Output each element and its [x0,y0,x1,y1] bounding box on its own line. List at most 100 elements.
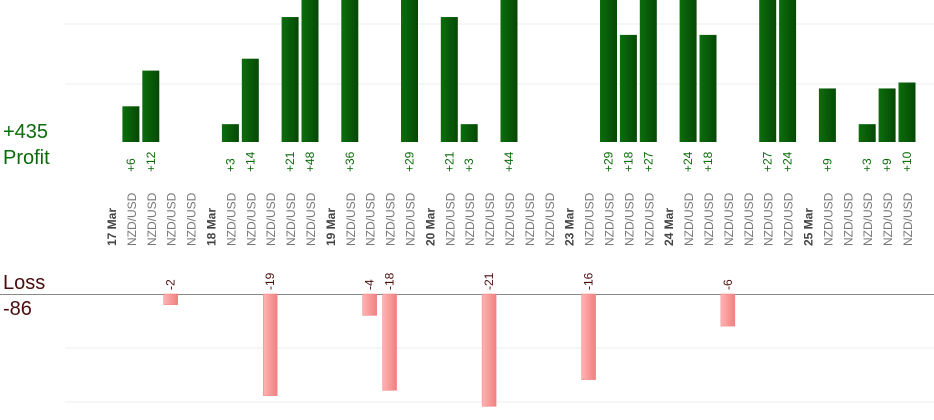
profit-total: +435 [3,121,49,143]
profit-bar [301,0,319,142]
profit-value-label: +14 [243,151,257,172]
pair-label: NZD/USD [483,192,497,246]
pair-label: NZD/USD [861,192,875,246]
date-label: 25 Mar [802,208,816,246]
pair-label: NZD/USD [244,192,258,246]
pair-label: NZD/USD [543,192,557,246]
date-label: 18 Mar [205,208,219,246]
pair-label: NZD/USD [145,192,159,246]
loss-value-label: -2 [164,279,178,290]
profit-bar [619,34,637,142]
pair-label: NZD/USD [782,192,796,246]
profit-value-label: +18 [621,151,635,172]
profit-bar [600,0,617,142]
date-label: 17 Mar [105,208,119,246]
profit-bar [679,0,697,142]
profit-bar [878,88,896,142]
pair-label: NZD/USD [264,192,278,246]
profit-bar [440,17,458,142]
profit-value-label: +6 [124,158,138,172]
profit-value-label: +21 [283,151,297,172]
profit-bar [858,124,876,142]
pair-label: NZD/USD [742,192,756,246]
loss-bar [481,293,497,407]
loss-bar [720,293,736,327]
profit-bar [460,124,478,142]
loss-value-label: -4 [363,279,377,290]
pair-label: NZD/USD [344,192,358,246]
pair-label: NZD/USD [165,192,179,246]
pair-label: NZD/USD [364,192,378,246]
loss-bar [581,293,596,380]
profit-value-label: +27 [761,151,775,172]
profit-value-label: +27 [641,151,655,172]
loss-value-label: -16 [582,272,596,290]
profit-bar [898,82,916,142]
pair-label: NZD/USD [284,192,298,246]
value-labels: +6 +12 -2 +3 +14 -19 +21 +48 +36 -4 -18 +29 +21 +3 -21… [124,151,914,290]
profit-bar [221,124,239,142]
pair-label: NZD/USD [881,192,895,246]
profit-bar [759,0,777,142]
profit-bar [241,58,259,143]
profit-bar [699,34,717,142]
profit-value-label: +3 [860,158,874,172]
loss-value-label: -19 [263,272,277,290]
profit-value-label: +3 [223,158,237,172]
profit-value-label: +12 [144,151,158,172]
pair-label: NZD/USD [642,192,656,246]
profit-bar [779,0,797,142]
profit-bar [401,0,418,142]
profit-value-label: +21 [442,151,456,172]
date-label: 23 Mar [563,208,577,246]
profit-bar [122,106,140,142]
pair-label: NZD/USD [583,192,597,246]
profit-bar [341,0,359,142]
pair-label: NZD/USD [185,192,199,246]
pair-label: NZD/USD [125,192,139,246]
loss-value-label: -18 [383,272,397,290]
profit-bar [500,0,518,142]
profit-bar [142,70,160,142]
profit-bar [281,17,299,142]
pair-label: NZD/USD [821,192,835,246]
loss-bar [362,293,377,316]
profit-value-label: +18 [701,151,715,172]
profit-value-label: +24 [681,151,695,172]
pair-label: NZD/USD [841,192,855,246]
date-label: 19 Mar [324,208,338,246]
profit-value-label: +48 [303,151,317,172]
pair-label: NZD/USD [304,192,318,246]
pair-label: NZD/USD [443,192,457,246]
pair-label: NZD/USD [762,192,776,246]
profit-value-label: +29 [602,151,616,172]
profit-value-label: +24 [781,151,795,172]
loss-value-label: -6 [721,279,735,290]
profit-value-label: +36 [343,151,357,172]
pair-label: NZD/USD [622,192,636,246]
profit-bar [639,0,657,142]
loss-bar [262,293,278,396]
loss-total: -86 [3,298,32,320]
pair-label: NZD/USD [404,192,418,246]
profit-value-label: +10 [900,151,914,172]
profit-title: Profit [3,147,50,169]
pair-label: NZD/USD [603,192,617,246]
loss-bar [382,293,397,391]
pair-label: NZD/USD [224,192,238,246]
pair-label: NZD/USD [722,192,736,246]
bars [122,0,916,407]
loss-bar [163,293,178,305]
date-label: 20 Mar [423,208,437,246]
pair-label: NZD/USD [682,192,696,246]
profit-bar [818,88,836,142]
profit-value-label: +3 [462,158,476,172]
pair-label: NZD/USD [463,192,477,246]
pair-label: NZD/USD [503,192,517,246]
category-labels: 17 Mar NZD/USD NZD/USD NZD/USD NZD/USD 18 Mar… [105,192,915,246]
date-label: 24 Mar [662,208,676,246]
profit-value-label: +29 [403,151,417,172]
loss-title: Loss [3,272,46,294]
profit-value-label: +9 [820,158,834,172]
